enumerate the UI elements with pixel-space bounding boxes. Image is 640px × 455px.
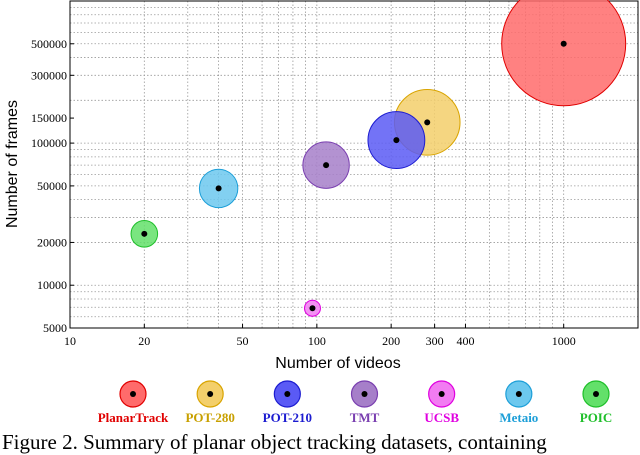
bubble-planartrack — [501, 0, 627, 107]
bubble-center-dot-pot-210 — [393, 137, 400, 144]
y-tick-label: 150000 — [31, 111, 67, 125]
legend-swatch-dot-planartrack — [130, 391, 136, 397]
y-tick-label: 10000 — [37, 278, 67, 292]
y-tick-label: 500000 — [31, 37, 67, 51]
plot-area-frame — [69, 0, 639, 329]
legend-label-tmt: TMT — [350, 410, 380, 425]
y-axis-title: Number of frames — [4, 100, 21, 228]
x-axis-ticks: 10 20 50 100 200 300 400 1000 — [64, 324, 576, 348]
bubble-center-dot-pot-280 — [424, 119, 431, 126]
bubble-center-dot-planartrack — [560, 40, 567, 47]
bubble-center-dot-tmt — [323, 162, 330, 169]
legend-label-metaio: Metaio — [499, 410, 538, 425]
bubble-center-dot-poic — [141, 230, 148, 237]
x-tick-label: 1000 — [552, 334, 576, 348]
y-tick-label: 100000 — [31, 136, 67, 150]
x-tick-label: 400 — [456, 334, 474, 348]
legend: PlanarTrack POT-280 POT-210 TMT UCSB Metaio PO… — [98, 380, 613, 425]
legend-swatch-dot-poic — [593, 391, 599, 397]
y-tick-label: 5000 — [43, 321, 67, 335]
legend-label-pot-210: POT-210 — [263, 410, 312, 425]
legend-label-pot-280: POT-280 — [185, 410, 234, 425]
legend-swatch-dot-ucsb — [438, 391, 445, 397]
figure-caption: Figure 2. Summary of planar object track… — [2, 430, 547, 454]
y-tick-label: 20000 — [37, 235, 67, 249]
legend-swatch-dot-tmt — [361, 391, 368, 397]
bubble-center-dot-ucsb — [309, 305, 316, 312]
y-axis-ticks: 5000 10000 20000 50000 100000 150000 300000 500… — [31, 37, 74, 335]
x-tick-label: 20 — [138, 334, 150, 348]
legend-label-poic: POIC — [580, 410, 613, 425]
bubbles — [130, 0, 627, 317]
legend-label-planartrack: PlanarTrack — [98, 410, 169, 425]
legend-swatch-dot-pot-280 — [207, 391, 214, 397]
legend-label-ucsb: UCSB — [424, 410, 459, 425]
x-axis-title: Number of videos — [275, 355, 400, 372]
legend-swatch-dot-metaio — [515, 391, 522, 397]
legend-swatch-dot-pot-210 — [284, 391, 291, 397]
x-tick-label: 200 — [382, 334, 400, 348]
x-tick-label: 10 — [64, 334, 76, 348]
bubble-center-dot-metaio — [215, 185, 222, 192]
x-tick-label: 50 — [237, 334, 249, 348]
x-tick-label: 100 — [308, 334, 326, 348]
y-tick-label: 50000 — [37, 179, 67, 193]
y-tick-label: 300000 — [31, 68, 67, 82]
x-tick-label: 300 — [426, 334, 444, 348]
